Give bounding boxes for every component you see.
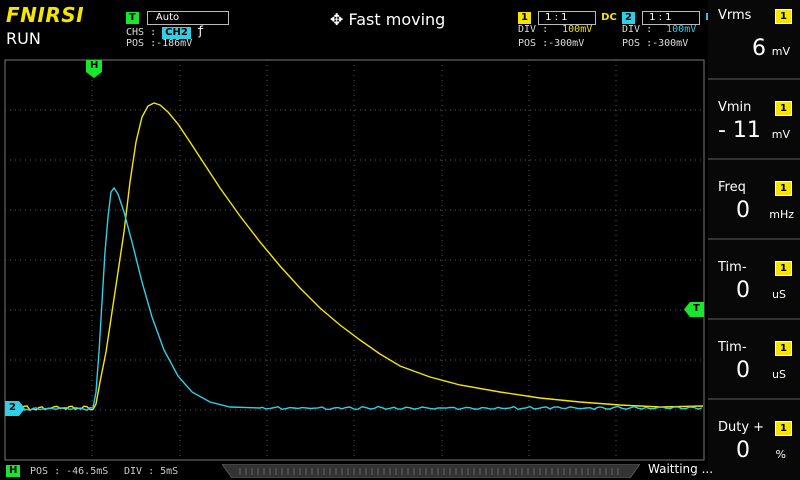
measurement-unit: uS <box>772 288 786 301</box>
measurement-name: Tim- <box>718 340 747 355</box>
trigger-mode[interactable]: Auto <box>146 11 229 25</box>
ch2-probe[interactable]: 1 : 1 <box>642 11 701 25</box>
status-bar: H POS : -46.5mS DIV : 5mS Waitting ... <box>0 462 800 480</box>
mode-indicator[interactable]: ✥ Fast moving <box>330 10 445 29</box>
measurement-value: 0 <box>736 438 750 463</box>
measurement-unit: mV <box>771 45 790 58</box>
h-marker-label: H <box>90 60 99 71</box>
measurement-unit: % <box>775 448 786 461</box>
ch2-tag: 2 <box>622 12 635 24</box>
measurement-channel: 1 <box>775 9 792 24</box>
measurement-value: 6 <box>752 36 766 61</box>
measurement-name: Duty + <box>718 420 765 435</box>
h-marker[interactable]: H <box>86 60 102 78</box>
ch2-div-label: DIV : <box>622 24 653 35</box>
measurement-item[interactable]: Freq 1 0 mHz <box>708 160 800 240</box>
rising-edge-icon: ƒ <box>196 24 205 38</box>
measurement-item[interactable]: Vmin 1 - 11 mV <box>708 80 800 160</box>
measurement-item[interactable]: Duty + 1 0 % <box>708 400 800 480</box>
measurement-item[interactable]: Tim- 1 0 uS <box>708 320 800 400</box>
measurement-name: Vrms <box>718 8 752 23</box>
measurement-channel: 1 <box>775 341 792 356</box>
measurement-name: Vmin <box>718 100 752 115</box>
trigger-channel: CH2 <box>162 27 191 39</box>
measurement-value: 0 <box>736 358 750 383</box>
measurement-value: 0 <box>736 278 750 303</box>
ch2-offset-label: 2 <box>9 402 16 413</box>
ch2-panel[interactable]: 2 1 : 1 DC <box>622 5 721 25</box>
measurement-item[interactable]: Vrms 1 6 mV <box>708 0 800 80</box>
graticule <box>4 59 705 461</box>
run-status[interactable]: RUN <box>6 29 41 48</box>
measurement-channel: 1 <box>775 261 792 276</box>
measurement-item[interactable]: Tim- 1 0 uS <box>708 240 800 320</box>
ch1-div: DIV : 100mV <box>518 24 592 35</box>
trigger-panel[interactable]: T Auto <box>126 5 229 25</box>
time-div[interactable]: DIV : 5mS <box>124 466 179 477</box>
ch2-offset-marker[interactable]: 2 <box>5 401 25 416</box>
trigger-tag: T <box>126 12 139 24</box>
measurement-name: Freq <box>718 180 746 195</box>
brand-logo: FNIRSI <box>6 3 85 27</box>
measurement-name: Tim- <box>718 260 747 275</box>
ch1-tag: 1 <box>518 12 531 24</box>
trigger-level-label: T <box>693 303 700 314</box>
trigger-chs-label: CHS : <box>126 27 157 38</box>
ch2-div: DIV : 100mV <box>622 24 696 35</box>
ch1-div-value: 100mV <box>562 24 593 35</box>
ch2-pos: POS :-300mV <box>622 38 689 49</box>
ch1-div-label: DIV : <box>518 24 549 35</box>
ch1-probe[interactable]: 1 : 1 <box>538 11 597 25</box>
measurement-panel: Vrms 1 6 mV Vmin 1 - 11 mV Freq 1 0 mHz … <box>708 0 800 480</box>
trigger-level-marker[interactable]: T <box>684 302 704 317</box>
trigger-pos: POS :-186mV <box>126 38 193 49</box>
measurement-value: 0 <box>736 198 750 223</box>
waveform-display[interactable] <box>0 52 708 462</box>
ch1-panel[interactable]: 1 1 : 1 DC <box>518 5 617 25</box>
acquisition-status: Waitting ... <box>648 462 714 476</box>
ch1-waveform <box>5 102 704 411</box>
ch1-pos: POS :-300mV <box>518 38 585 49</box>
measurement-channel: 1 <box>775 101 792 116</box>
ch2-waveform <box>5 186 703 412</box>
ch1-coupling[interactable]: DC <box>601 12 617 23</box>
move-arrows-icon: ✥ <box>330 10 344 29</box>
measurement-value: - 11 <box>718 118 761 143</box>
measurement-channel: 1 <box>775 421 792 436</box>
horizontal-pos[interactable]: POS : -46.5mS <box>30 466 109 477</box>
measurement-unit: uS <box>772 368 786 381</box>
h-tag: H <box>6 465 21 477</box>
measurement-unit: mHz <box>769 208 794 221</box>
mode-label: Fast moving <box>348 10 446 29</box>
measurement-channel: 1 <box>775 181 792 196</box>
measurement-unit: mV <box>771 128 790 141</box>
memory-bar[interactable] <box>222 464 640 478</box>
trigger-source[interactable]: CHS : CH2 ƒ <box>126 24 204 39</box>
ch2-div-value: 100mV <box>666 24 697 35</box>
